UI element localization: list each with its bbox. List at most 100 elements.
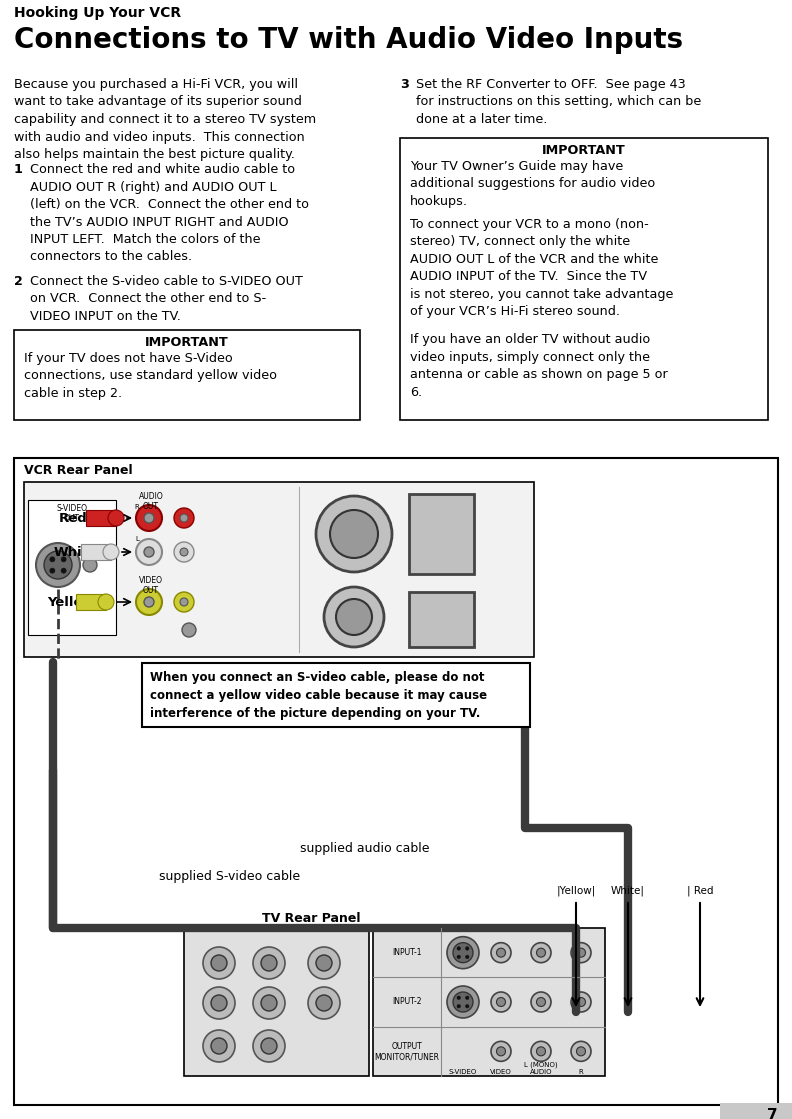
Circle shape xyxy=(316,955,332,971)
Circle shape xyxy=(253,987,285,1019)
Text: L (MONO)
AUDIO: L (MONO) AUDIO xyxy=(524,1062,558,1075)
Bar xyxy=(373,928,605,1076)
Text: 7: 7 xyxy=(767,1108,778,1119)
Bar xyxy=(24,482,534,657)
Bar xyxy=(409,592,474,647)
Circle shape xyxy=(180,598,188,606)
Circle shape xyxy=(144,598,154,606)
Text: INPUT-2: INPUT-2 xyxy=(392,997,422,1006)
Circle shape xyxy=(182,623,196,637)
Circle shape xyxy=(308,947,340,979)
Circle shape xyxy=(144,513,154,523)
Bar xyxy=(28,500,116,634)
Text: To connect your VCR to a mono (non-
stereo) TV, connect only the white
AUDIO OUT: To connect your VCR to a mono (non- ster… xyxy=(410,218,673,319)
Circle shape xyxy=(180,548,188,556)
Circle shape xyxy=(497,1047,505,1056)
Circle shape xyxy=(577,948,585,957)
Text: If you have an older TV without audio
video inputs, simply connect only the
ante: If you have an older TV without audio vi… xyxy=(410,333,668,398)
Circle shape xyxy=(44,551,72,579)
Circle shape xyxy=(261,1038,277,1054)
Circle shape xyxy=(577,1047,585,1056)
Circle shape xyxy=(203,987,235,1019)
Circle shape xyxy=(136,589,162,615)
Bar xyxy=(142,662,530,727)
Text: 1: 1 xyxy=(14,163,23,176)
Text: VIDEO
OUT: VIDEO OUT xyxy=(139,576,163,595)
Text: L: L xyxy=(135,536,139,542)
Text: R: R xyxy=(579,1069,584,1075)
Circle shape xyxy=(466,947,469,950)
Text: VIDEO: VIDEO xyxy=(490,1069,512,1075)
Bar xyxy=(81,544,111,560)
Text: Connect the S-video cable to S-VIDEO OUT
on VCR.  Connect the other end to S-
VI: Connect the S-video cable to S-VIDEO OUT… xyxy=(30,275,303,323)
Circle shape xyxy=(531,942,551,962)
Circle shape xyxy=(447,937,479,969)
Text: IMPORTANT: IMPORTANT xyxy=(543,144,626,157)
Text: 3: 3 xyxy=(400,78,409,91)
Circle shape xyxy=(491,993,511,1012)
Circle shape xyxy=(330,510,378,558)
Circle shape xyxy=(61,568,67,573)
Circle shape xyxy=(203,947,235,979)
Circle shape xyxy=(466,1005,469,1008)
Circle shape xyxy=(180,514,188,521)
Bar xyxy=(409,493,474,574)
Circle shape xyxy=(61,557,67,562)
Circle shape xyxy=(577,997,585,1006)
Text: INPUT-1: INPUT-1 xyxy=(392,948,422,957)
Text: OUTPUT
MONITOR/TUNER: OUTPUT MONITOR/TUNER xyxy=(375,1042,440,1061)
Circle shape xyxy=(253,947,285,979)
Text: S-VIDEO: S-VIDEO xyxy=(449,1069,477,1075)
Circle shape xyxy=(324,587,384,647)
Text: VCR Rear Panel: VCR Rear Panel xyxy=(24,464,132,477)
Circle shape xyxy=(453,942,473,962)
Circle shape xyxy=(98,594,114,610)
Circle shape xyxy=(453,993,473,1012)
Text: Red: Red xyxy=(59,511,88,525)
Circle shape xyxy=(174,542,194,562)
Text: When you connect an S-video cable, please do not
connect a yellow video cable be: When you connect an S-video cable, pleas… xyxy=(150,671,487,720)
Text: IMPORTANT: IMPORTANT xyxy=(145,336,229,349)
Bar xyxy=(14,458,778,1104)
Circle shape xyxy=(261,955,277,971)
Text: S-VIDEO
OUT: S-VIDEO OUT xyxy=(56,504,87,524)
Circle shape xyxy=(497,948,505,957)
Bar xyxy=(14,330,360,420)
Circle shape xyxy=(316,496,392,572)
Circle shape xyxy=(50,557,55,562)
Circle shape xyxy=(536,1047,546,1056)
Text: Set the RF Converter to OFF.  See page 43
for instructions on this setting, whic: Set the RF Converter to OFF. See page 43… xyxy=(416,78,701,126)
Circle shape xyxy=(497,997,505,1006)
Circle shape xyxy=(36,543,80,587)
Circle shape xyxy=(466,996,469,999)
Text: | Red: | Red xyxy=(687,885,714,895)
Circle shape xyxy=(531,993,551,1012)
Circle shape xyxy=(144,547,154,557)
Circle shape xyxy=(457,956,461,959)
Circle shape xyxy=(261,995,277,1010)
Circle shape xyxy=(457,1005,461,1008)
Circle shape xyxy=(253,1029,285,1062)
Bar xyxy=(400,138,768,420)
Circle shape xyxy=(211,995,227,1010)
Circle shape xyxy=(136,539,162,565)
Circle shape xyxy=(491,942,511,962)
Circle shape xyxy=(571,993,591,1012)
Text: Hooking Up Your VCR: Hooking Up Your VCR xyxy=(14,6,181,20)
Text: supplied S-video cable: supplied S-video cable xyxy=(159,869,300,883)
Circle shape xyxy=(531,1042,551,1061)
Text: TV Rear Panel: TV Rear Panel xyxy=(262,912,360,925)
Text: Connections to TV with Audio Video Inputs: Connections to TV with Audio Video Input… xyxy=(14,26,683,54)
Circle shape xyxy=(491,1042,511,1061)
Text: 2: 2 xyxy=(14,275,23,288)
Circle shape xyxy=(174,592,194,612)
Circle shape xyxy=(457,947,461,950)
Circle shape xyxy=(136,505,162,532)
Text: White|: White| xyxy=(611,885,645,895)
Circle shape xyxy=(103,544,119,560)
Circle shape xyxy=(571,942,591,962)
Bar xyxy=(86,510,116,526)
Circle shape xyxy=(174,508,194,528)
Circle shape xyxy=(211,1038,227,1054)
Text: Connect the red and white audio cable to
AUDIO OUT R (right) and AUDIO OUT L
(le: Connect the red and white audio cable to… xyxy=(30,163,309,263)
